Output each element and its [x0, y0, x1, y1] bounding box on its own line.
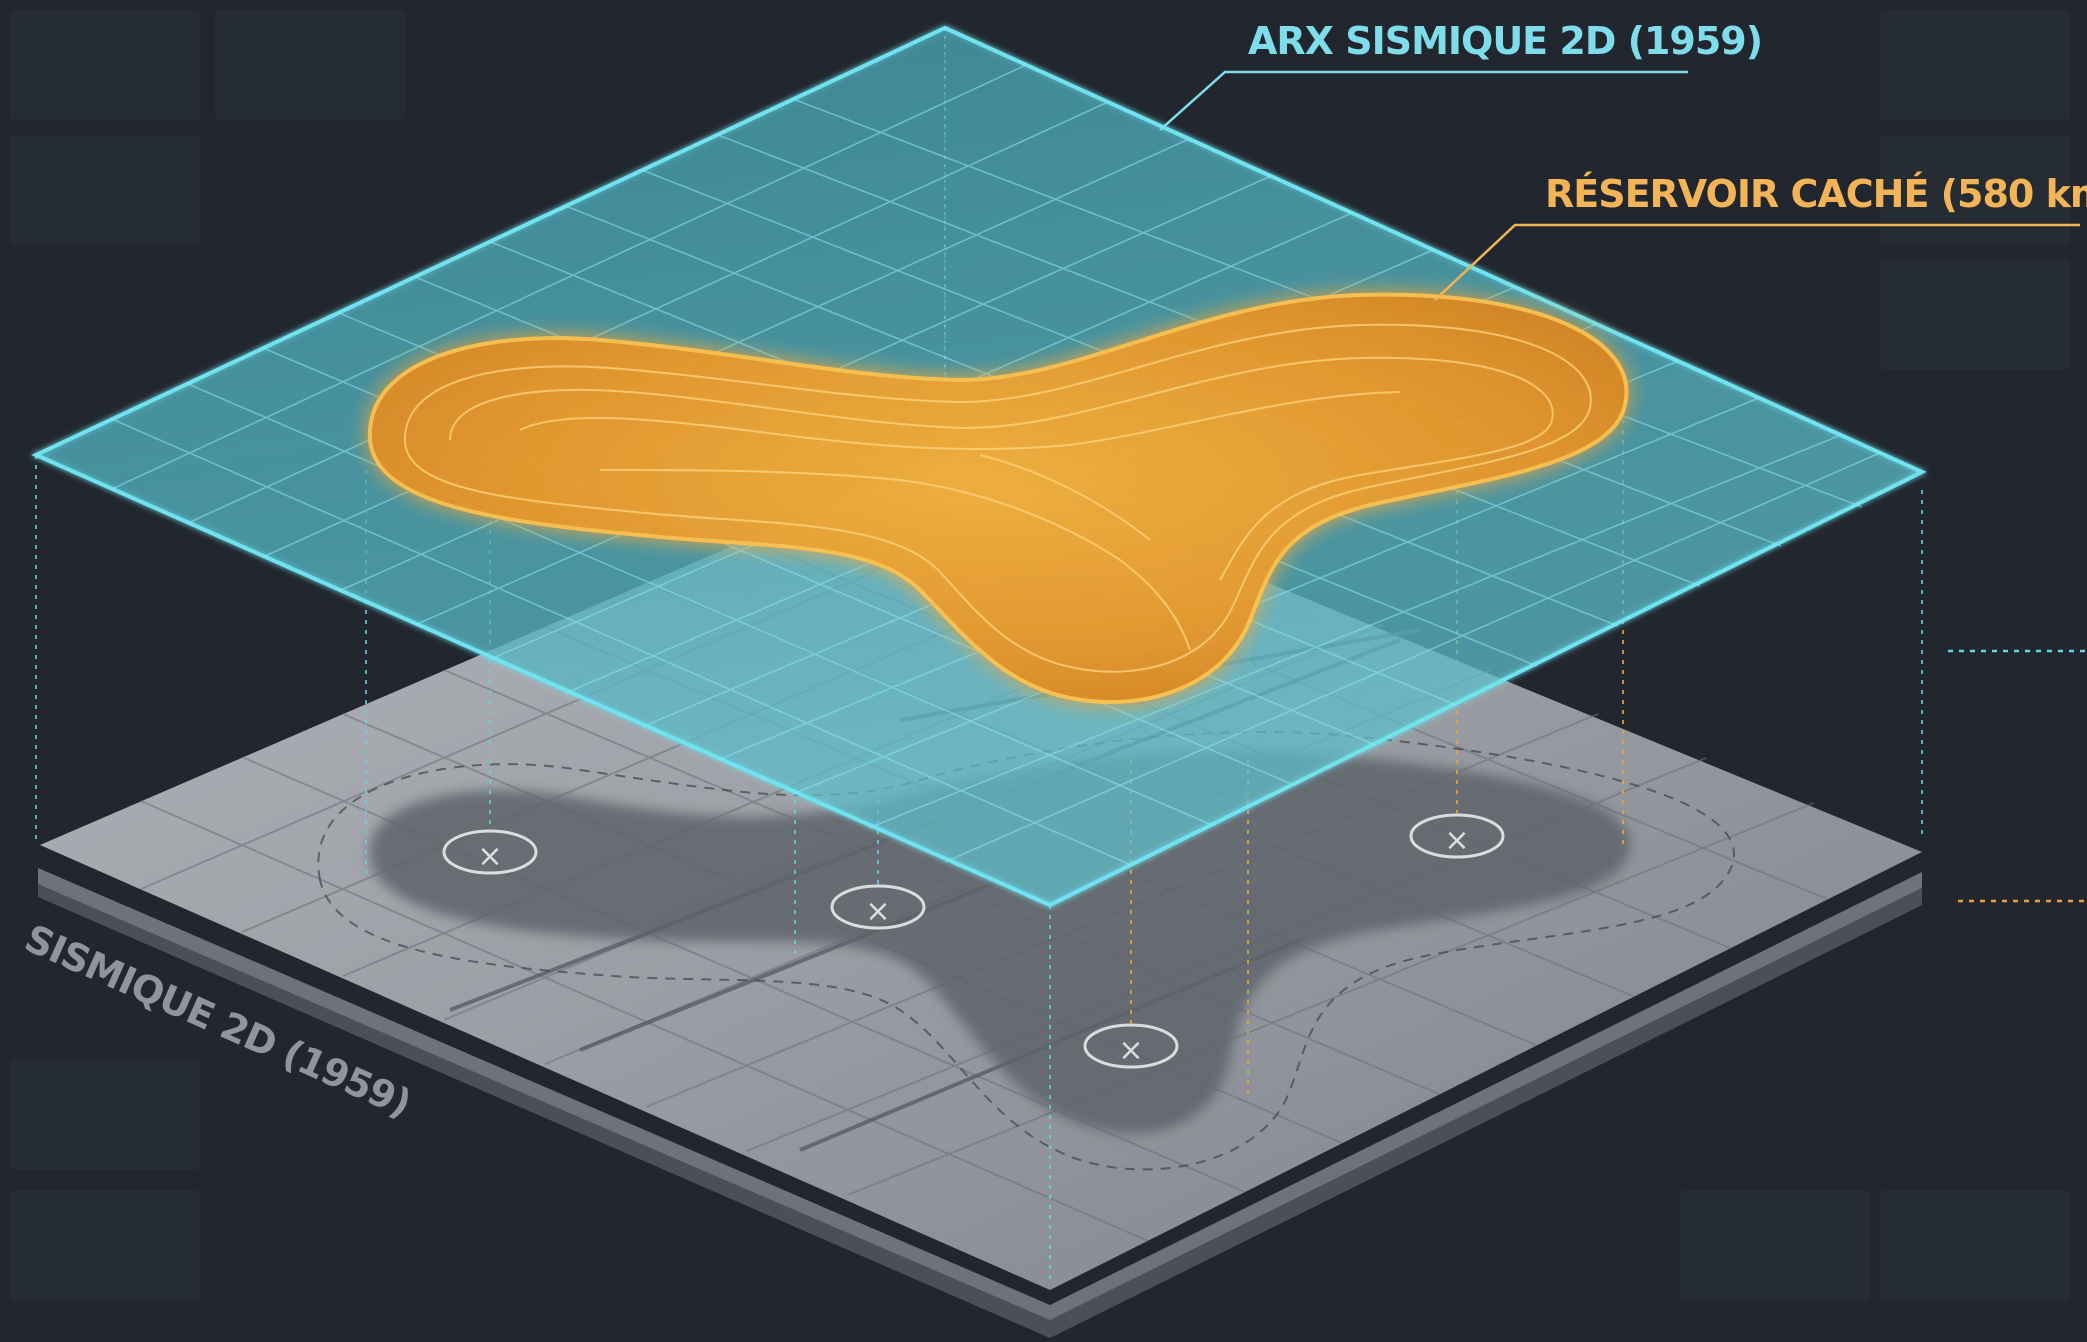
well-marker-2: ×	[830, 884, 926, 930]
well-marker-3: ×	[1083, 1023, 1179, 1069]
well-symbol: ×	[1118, 1033, 1143, 1068]
well-marker-1: ×	[442, 829, 538, 875]
upper-layer-label: ARX SISMIQUE 2D (1959)	[1248, 19, 1762, 63]
reservoir-shadow	[369, 749, 1631, 1134]
leader-line	[1159, 70, 1688, 131]
well-symbol: ×	[865, 894, 890, 929]
hidden-reservoir	[367, 292, 1629, 704]
reservoir-label: RÉSERVOIR CACHÉ (580 km²)	[1545, 172, 2087, 216]
well-marker-icon	[830, 884, 926, 930]
reservoir-contours	[403, 323, 1592, 673]
well-symbol: ×	[1444, 823, 1469, 858]
well-marker-icon	[1083, 1023, 1179, 1069]
well-marker-4: ×	[1409, 813, 1505, 859]
leader-line	[1434, 223, 2080, 301]
well-symbol: ×	[477, 839, 502, 874]
well-marker-icon	[1409, 813, 1505, 859]
leader-lines	[1159, 70, 2087, 903]
background-tiles	[10, 10, 2070, 1300]
well-marker-icon	[442, 829, 538, 875]
